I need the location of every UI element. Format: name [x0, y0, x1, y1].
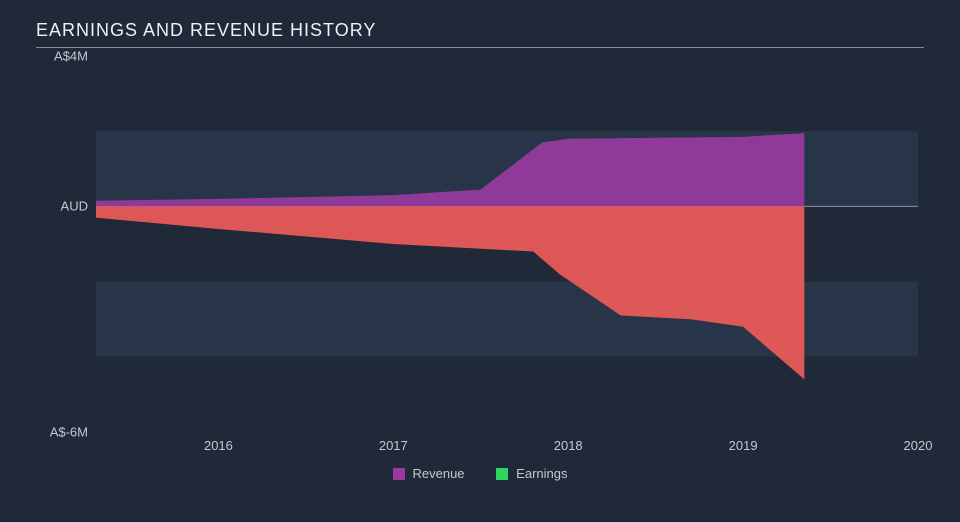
x-tick-label: 2017	[379, 438, 408, 453]
y-axis-labels: A$4MAUDA$-6M	[36, 56, 96, 456]
chart-container: EARNINGS AND REVENUE HISTORY A$4M AUD A$-6…	[36, 20, 924, 502]
legend-label-earnings: Earnings	[516, 466, 567, 481]
title-rule	[36, 47, 924, 48]
legend-item-revenue: Revenue	[393, 466, 465, 481]
x-tick-label: 2016	[204, 438, 233, 453]
x-tick-label: 2020	[904, 438, 933, 453]
legend: Revenue Earnings	[36, 466, 924, 483]
x-tick-label: 2019	[729, 438, 758, 453]
legend-label-revenue: Revenue	[413, 466, 465, 481]
y-tick-label: A$4M	[54, 49, 88, 64]
x-axis-labels: 20162017201820192020	[96, 436, 918, 456]
plot-area	[96, 56, 918, 432]
legend-swatch-earnings	[496, 468, 508, 480]
plot-wrap: A$4MAUDA$-6M 20162017201820192020	[36, 56, 924, 456]
legend-swatch-revenue	[393, 468, 405, 480]
y-tick-label: AUD	[61, 199, 88, 214]
chart-svg	[96, 56, 918, 432]
y-tick-label: A$-6M	[50, 425, 88, 440]
legend-item-earnings: Earnings	[496, 466, 567, 481]
x-tick-label: 2018	[554, 438, 583, 453]
chart-title: EARNINGS AND REVENUE HISTORY	[36, 20, 924, 41]
y-band	[96, 56, 918, 131]
